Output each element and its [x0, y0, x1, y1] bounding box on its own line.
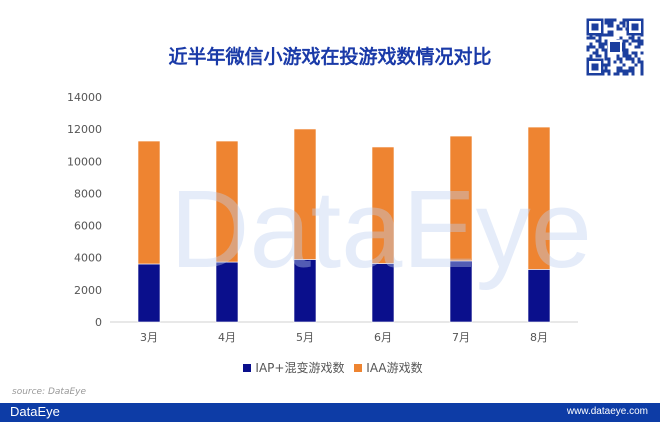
bar-iap: [293, 259, 317, 323]
footer-logo: DataEye: [10, 404, 60, 419]
x-tick-label: 7月: [452, 331, 470, 344]
legend-label-iap: IAP+混变游戏数: [255, 361, 345, 375]
y-tick-label: 8000: [74, 187, 102, 200]
x-tick-label: 3月: [140, 331, 158, 344]
bar-iap: [215, 261, 239, 323]
y-tick-label: 4000: [74, 252, 102, 265]
bar-iaa: [371, 146, 395, 264]
bar-iaa: [527, 126, 551, 270]
footer-bar: DataEye www.dataeye.com: [0, 403, 660, 422]
footer-url[interactable]: www.dataeye.com: [566, 406, 648, 417]
chart-title: 近半年微信小游戏在投游戏数情况对比: [168, 46, 492, 68]
x-tick-label: 6月: [374, 331, 392, 344]
y-tick-label: 6000: [74, 220, 102, 233]
y-tick-label: 12000: [67, 123, 102, 136]
y-tick-label: 2000: [74, 284, 102, 297]
source-note: source: DataEye: [12, 387, 87, 397]
x-tick-label: 5月: [296, 331, 314, 344]
bar-iap: [527, 269, 551, 323]
bar-iaa: [293, 128, 317, 260]
bar-iap: [137, 263, 161, 323]
bar-iaa: [449, 135, 473, 262]
legend-swatch-iap: [243, 364, 252, 372]
y-tick-label: 14000: [67, 91, 102, 104]
bar-iaa: [215, 140, 239, 263]
x-tick-label: 8月: [530, 331, 548, 344]
legend-swatch-iaa: [354, 364, 363, 372]
bar-iaa: [137, 140, 161, 265]
qr-code: [586, 18, 644, 76]
y-tick-label: 10000: [67, 155, 102, 168]
chart-plot: 0 2000 4000 6000 8000 10000 12000 14000 3月 4月 5月 6月…: [67, 91, 578, 344]
bar-iap: [371, 263, 395, 323]
legend-label-iaa: IAA游戏数: [366, 361, 423, 375]
bar-iap: [449, 260, 473, 323]
legend: IAP+混变游戏数 IAA游戏数: [0, 359, 660, 376]
x-tick-label: 4月: [218, 331, 236, 344]
y-tick-label: 0: [95, 316, 102, 329]
